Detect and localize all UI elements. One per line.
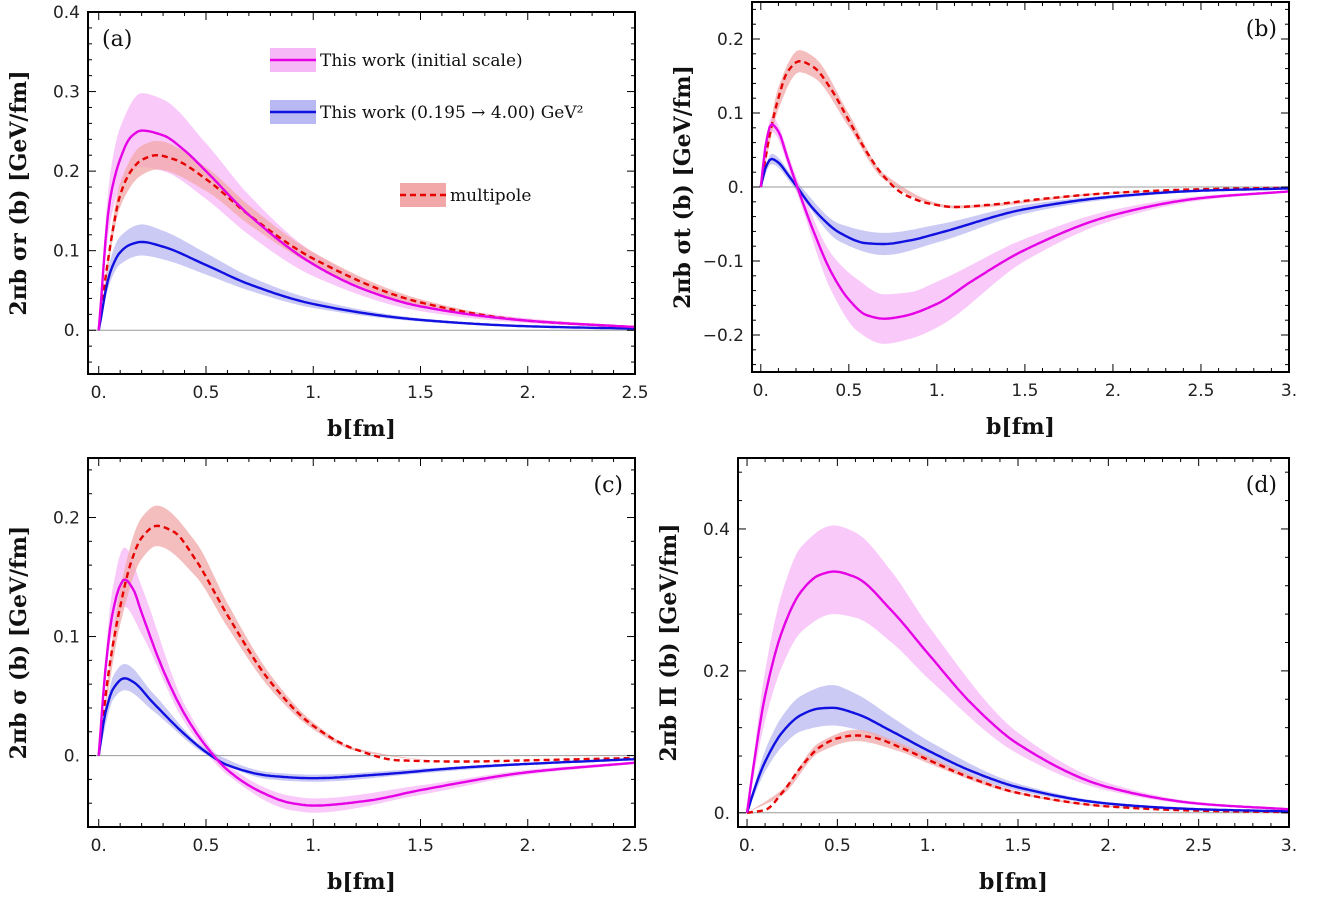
y-axis-label: 2πb σ (b) [GeV/fm] (6, 526, 32, 760)
chart-panel: 0. 0.5 1. 1.5 2. 2.5 3. −0.2 −0.1 0. 0.1 0.2 b[fm] 2π… (670, 1, 1297, 440)
x-tick-label: 1.5 (1011, 381, 1038, 401)
legend-entry-magenta: This work (initial scale) (270, 48, 523, 72)
series-line-magenta (97, 578, 635, 807)
x-tick-label: 1.5 (1004, 836, 1031, 856)
y-tick-label: 0.1 (53, 628, 80, 648)
uncertainty-band-blue (747, 685, 1289, 813)
x-tick-label: 0.5 (824, 836, 851, 856)
x-tick-label: 3. (1281, 381, 1297, 401)
y-tick-label: 0.4 (53, 3, 80, 23)
x-tick-label: 0. (91, 836, 107, 856)
x-axis-label: b[fm] (986, 414, 1055, 440)
chart-panel: 0. 0.5 1. 1.5 2. 2.5 0. 0.1 0.2 b[fm] 2πb σ (b) [G… (6, 457, 649, 895)
plot-area (752, 50, 1289, 344)
plot-frame (87, 457, 636, 828)
y-tick-label: 0.2 (717, 30, 744, 50)
x-tick-label: 3. (1281, 836, 1297, 856)
y-tick-label: −0.1 (703, 252, 744, 272)
x-tick-label: 2. (520, 383, 536, 403)
y-axis-label: 2πb Π (b) [GeV/fm] (656, 523, 682, 761)
x-axis-label: b[fm] (327, 869, 396, 895)
chart-panel: 0. 0.5 1. 1.5 2. 2.5 0. 0.1 0.2 0.3 0.4 b[fm] 2πb σr… (6, 3, 649, 442)
panels: 0. 0.5 1. 1.5 2. 2.5 0. 0.1 0.2 0.3 0.4 b[fm] 2πb σr… (6, 1, 1297, 895)
y-tick-label: 0. (728, 178, 744, 198)
x-tick-label: 0. (739, 836, 755, 856)
uncertainty-band-red (98, 140, 635, 331)
x-tick-label: 0.5 (192, 383, 219, 403)
x-tick-label: 0.5 (835, 381, 862, 401)
series-line-blue (745, 706, 1289, 814)
x-axis-label: b[fm] (327, 416, 396, 442)
y-tick-label: 0.4 (703, 520, 730, 540)
y-tick-label: −0.2 (703, 326, 744, 346)
legend-label: This work (initial scale) (320, 51, 523, 71)
uncertainty-band-blue (98, 224, 635, 331)
legend: This work (initial scale) This work (0.1… (270, 48, 583, 207)
legend-entry-red: multipole (400, 183, 531, 207)
panel-tag: (b) (1246, 17, 1277, 42)
plot-area (88, 93, 635, 331)
x-tick-label: 2.5 (621, 836, 648, 856)
legend-entry-blue: This work (0.195 → 4.00) GeV² (270, 100, 583, 124)
y-tick-label: 0. (64, 747, 80, 767)
series-line-red (746, 734, 1289, 814)
series-line-blue (97, 240, 635, 331)
panel-tag: (a) (102, 27, 132, 52)
x-tick-label: 1. (305, 383, 321, 403)
x-tick-label: 2. (1105, 381, 1121, 401)
plot-frame (737, 457, 1290, 828)
x-axis-label: b[fm] (979, 869, 1048, 895)
uncertainty-band-magenta (747, 525, 1289, 813)
y-tick-label: 0. (64, 321, 80, 341)
x-tick-label: 0. (91, 383, 107, 403)
legend-label: multipole (450, 186, 531, 206)
y-tick-label: 0.2 (53, 162, 80, 182)
y-tick-label: 0.2 (703, 662, 730, 682)
y-tick-label: 0.3 (53, 83, 80, 103)
series-line-blue (97, 677, 635, 780)
series-line-blue (759, 157, 1289, 246)
panel-tag: (d) (1246, 473, 1277, 498)
series-line-red (97, 524, 635, 763)
x-tick-label: 1. (929, 381, 945, 401)
x-tick-label: 0. (753, 381, 769, 401)
series-line-magenta (745, 570, 1289, 813)
plot-frame (87, 11, 636, 375)
series-line-magenta (759, 122, 1289, 320)
x-tick-label: 1. (920, 836, 936, 856)
x-tick-label: 2.5 (1185, 836, 1212, 856)
plot-area (738, 525, 1289, 814)
series-line-magenta (97, 129, 635, 331)
y-tick-label: 0.1 (53, 242, 80, 262)
x-tick-label: 2. (1100, 836, 1116, 856)
panel-tag: (c) (594, 473, 624, 498)
uncertainty-band-red (760, 50, 1289, 209)
x-tick-label: 0.5 (192, 836, 219, 856)
uncertainty-band-red (98, 505, 635, 762)
y-tick-label: 0. (714, 804, 730, 824)
uncertainty-band-magenta (98, 93, 635, 331)
y-axis-label: 2πb σr (b) [GeV/fm] (6, 70, 32, 315)
y-axis-label: 2πb σt (b) [GeV/fm] (670, 65, 696, 309)
x-tick-label: 2. (520, 836, 536, 856)
x-tick-label: 1. (305, 836, 321, 856)
y-tick-label: 0.1 (717, 104, 744, 124)
legend-label: This work (0.195 → 4.00) GeV² (320, 103, 583, 123)
x-tick-label: 2.5 (621, 383, 648, 403)
y-tick-label: 0.2 (53, 509, 80, 529)
series-line-red (97, 153, 635, 331)
series-line-red (759, 59, 1289, 209)
x-tick-label: 1.5 (407, 383, 434, 403)
chart-panel: 0. 0.5 1. 1.5 2. 2.5 3. 0. 0.2 0.4 b[fm] 2πb Π (b) … (656, 457, 1297, 895)
plot-area (88, 505, 635, 813)
x-tick-label: 1.5 (407, 836, 434, 856)
x-tick-label: 2.5 (1187, 381, 1214, 401)
uncertainty-band-blue (98, 664, 635, 782)
